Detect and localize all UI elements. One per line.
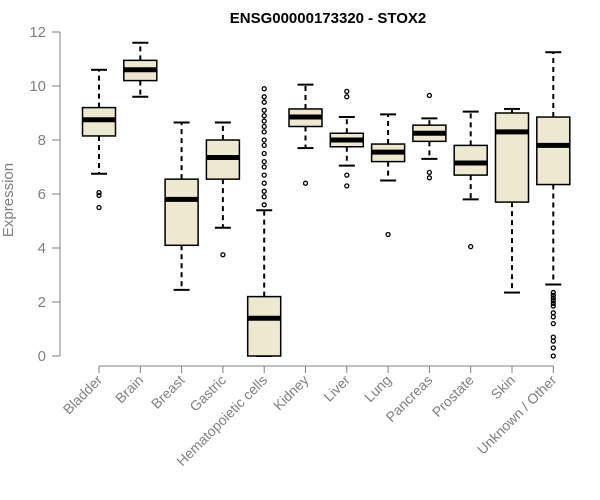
box [164,178,199,247]
box [453,144,488,176]
box [494,112,530,203]
y-axis-label: Expression [0,163,17,237]
outlier-point [96,204,102,211]
outlier-point [261,202,267,208]
box-group [81,68,117,211]
outlier-point [426,92,433,99]
outlier-point [550,320,556,327]
outlier-point [550,303,556,309]
outlier-point [344,94,350,100]
x-tick-label: Breast [148,372,188,412]
chart-title: ENSG00000173320 - STOX2 [230,10,427,27]
outlier-point [302,180,309,186]
box [536,116,571,186]
outlier-point [550,289,556,296]
outlier-point [220,252,226,258]
x-tick-label: Liver [320,372,353,405]
outlier-point [385,231,391,238]
outlier-point [344,88,350,95]
box-group [123,41,158,98]
outlier-point [261,123,267,130]
outlier-point [550,297,556,304]
outlier-point [550,310,556,316]
x-tick-label: Lung [361,372,394,405]
box-group [246,86,282,357]
outlier-point [261,158,267,165]
box-group [536,51,571,359]
outlier-point [550,314,556,320]
y-tick-label: 12 [29,24,46,41]
outlier-point [261,164,267,170]
y-axis: 0 2 4 6 8 10 12 [29,24,61,365]
plot-area [81,41,571,359]
outlier-point [261,180,267,186]
x-tick-label: Kidney [270,372,312,414]
outlier-point [426,169,433,176]
outlier-point [261,113,267,119]
x-tick-label: Prostate [429,372,477,420]
outlier-point [261,99,267,105]
outlier-point [261,142,267,149]
x-tick-label: Brain [112,372,146,406]
box-group [494,107,530,294]
outlier-point [261,188,267,194]
outlier-point [344,183,350,189]
outlier-point [261,118,267,124]
outlier-point [550,295,556,301]
outlier-point [550,300,556,307]
outlier-point [261,172,267,178]
outlier-point [261,129,267,135]
outlier-point [344,172,350,178]
outlier-point [550,353,556,359]
y-tick-label: 8 [38,132,46,149]
outlier-point [261,107,267,113]
outlier-point [261,137,267,143]
outlier-point [550,345,556,351]
outlier-point [550,338,556,344]
outlier-point [468,243,474,250]
box-group [370,113,406,238]
outlier-point [96,192,102,199]
y-tick-label: 0 [38,348,46,365]
y-tick-label: 2 [38,294,46,311]
y-tick-label: 6 [38,186,46,203]
outlier-point [426,175,433,181]
box-group [329,88,365,189]
x-tick-label: Skin [488,372,519,403]
outlier-point [261,150,267,157]
box-group [288,83,323,186]
outlier-point [96,189,102,196]
x-tick-label: Bladder [60,372,106,418]
outlier-point [261,94,267,100]
box-group [453,110,488,250]
outlier-point [261,86,267,92]
box-group [412,92,447,181]
outlier-point [550,292,556,298]
y-tick-label: 10 [29,78,46,95]
outlier-point [261,194,267,200]
y-tick-label: 4 [38,240,46,257]
box-group [205,121,241,258]
box [246,295,282,357]
box-group [164,121,199,291]
